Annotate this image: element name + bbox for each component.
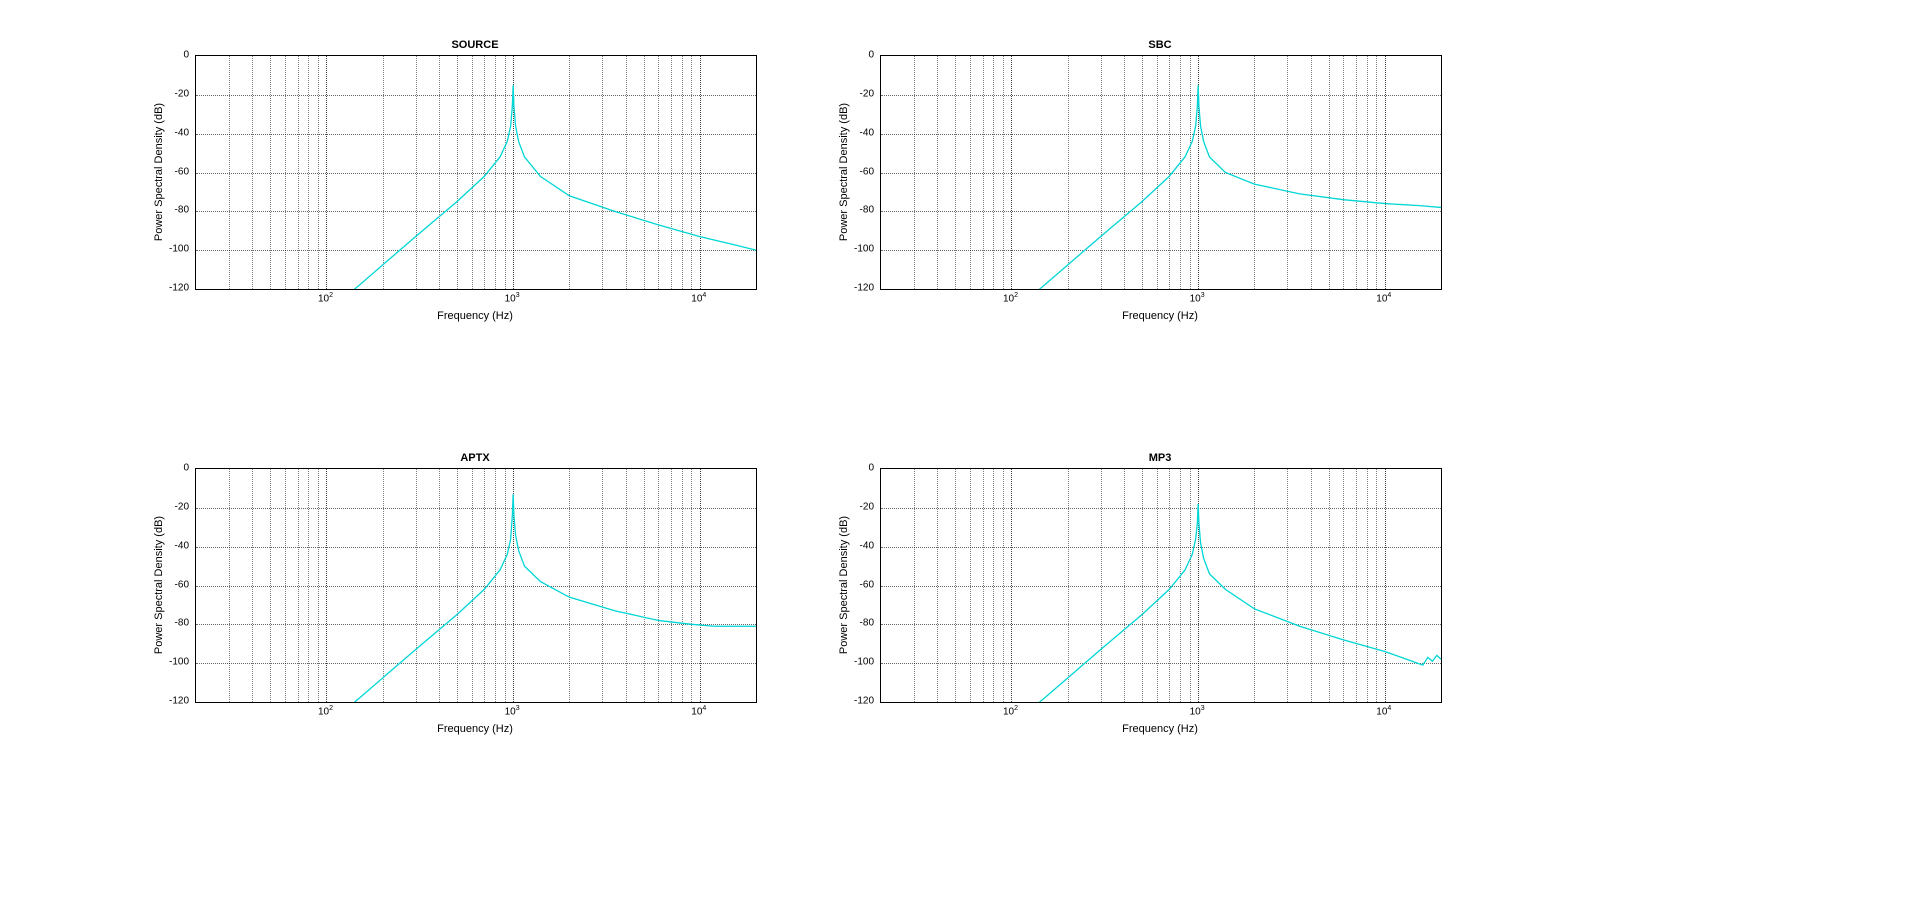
ytick-label: -120 (169, 283, 189, 294)
ytick-label: -80 (860, 618, 874, 629)
xtick-label: 102 (1003, 292, 1018, 304)
plot-area (195, 468, 757, 703)
chart-title: SOURCE (195, 39, 755, 51)
ytick-label: -40 (860, 540, 874, 551)
ytick-label: -40 (860, 127, 874, 138)
plot-area (880, 55, 1442, 290)
xtick-label: 102 (318, 705, 333, 717)
x-axis-label: Frequency (Hz) (195, 723, 755, 735)
psd-figure: SOURCE -120 -100 -80 -60 -40 -20 0 102 103 104 Freq… (0, 0, 1918, 919)
ytick-label: -100 (854, 657, 874, 668)
subplot-mp3: MP3-120-100-80-60-40-200102103104Frequen… (880, 468, 1440, 701)
ytick-label: -100 (169, 244, 189, 255)
ytick-label: -60 (860, 579, 874, 590)
xtick-label: 103 (505, 705, 520, 717)
xtick-label: 104 (691, 705, 706, 717)
xtick-label: 104 (691, 292, 706, 304)
ytick-label: -40 (175, 127, 189, 138)
ytick-label: -100 (854, 244, 874, 255)
ytick-label: -80 (860, 205, 874, 216)
xtick-label: 104 (1376, 705, 1391, 717)
ytick-label: 0 (183, 50, 189, 61)
ytick-label: -60 (860, 166, 874, 177)
xtick-label: 104 (1376, 292, 1391, 304)
psd-curve (196, 56, 756, 289)
ytick-label: -20 (860, 88, 874, 99)
chart-title: SBC (880, 39, 1440, 51)
ytick-label: -100 (169, 657, 189, 668)
subplot-aptx: APTX-120-100-80-60-40-200102103104Freque… (195, 468, 755, 701)
x-axis-label: Frequency (Hz) (880, 723, 1440, 735)
ytick-label: -20 (860, 501, 874, 512)
y-axis-label: Power Spectral Density (dB) (838, 505, 850, 665)
xtick-label: 102 (318, 292, 333, 304)
ytick-label: -120 (169, 696, 189, 707)
ytick-label: -120 (854, 696, 874, 707)
plot-area (195, 55, 757, 290)
ytick-label: -40 (175, 540, 189, 551)
ytick-label: -120 (854, 283, 874, 294)
chart-title: APTX (195, 452, 755, 464)
ytick-label: -20 (175, 501, 189, 512)
subplot-source: SOURCE-120-100-80-60-40-200102103104Freq… (195, 55, 755, 288)
ytick-label: -60 (175, 166, 189, 177)
y-axis-label: Power Spectral Density (dB) (153, 92, 165, 252)
ytick-label: 0 (183, 463, 189, 474)
y-axis-label: Power Spectral Density (dB) (838, 92, 850, 252)
plot-area (880, 468, 1442, 703)
xtick-label: 103 (1190, 705, 1205, 717)
ytick-label: -80 (175, 618, 189, 629)
ytick-label: 0 (868, 50, 874, 61)
psd-curve (881, 56, 1441, 289)
ytick-label: 0 (868, 463, 874, 474)
x-axis-label: Frequency (Hz) (880, 310, 1440, 322)
y-axis-label: Power Spectral Density (dB) (153, 505, 165, 665)
psd-curve (881, 469, 1441, 702)
ytick-label: -60 (175, 579, 189, 590)
ytick-label: -20 (175, 88, 189, 99)
chart-title: MP3 (880, 452, 1440, 464)
ytick-label: -80 (175, 205, 189, 216)
xtick-label: 102 (1003, 705, 1018, 717)
x-axis-label: Frequency (Hz) (195, 310, 755, 322)
psd-curve (196, 469, 756, 702)
subplot-sbc: SBC-120-100-80-60-40-200102103104Frequen… (880, 55, 1440, 288)
xtick-label: 103 (505, 292, 520, 304)
xtick-label: 103 (1190, 292, 1205, 304)
